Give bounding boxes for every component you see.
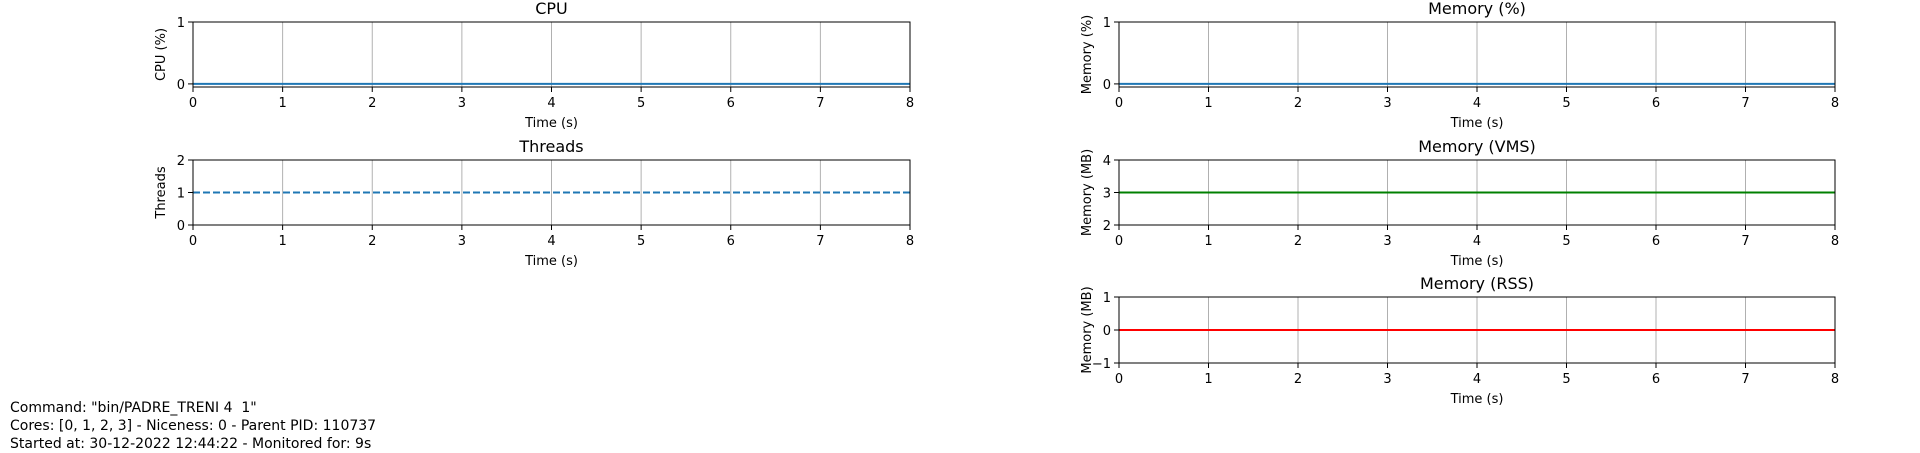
chart-panel: Memory (VMS) 0 1 2 3 4 5 6 7 8 2 3 4 Time (s) Memory (… — [1080, 137, 1839, 269]
x-tick-label: 4 — [1473, 96, 1481, 111]
y-axis-label: Memory (%) — [1080, 15, 1095, 95]
cores-text: Cores: [0, 1, 2, 3] - Niceness: 0 - Pare… — [10, 418, 377, 434]
plot-frame — [1118, 21, 1836, 88]
x-tick-label: 2 — [368, 96, 376, 111]
plot-frame — [1118, 159, 1836, 226]
y-tick-label: 0 — [177, 78, 185, 93]
chart-panel: Threads 0 1 2 3 4 5 6 7 8 0 1 2 Time (s) Threads — [154, 137, 914, 269]
y-tick-label: 3 — [1103, 187, 1111, 202]
y-tick-label: 1 — [177, 16, 185, 31]
y-tick-label: 0 — [1103, 78, 1111, 93]
x-tick-label: 4 — [547, 96, 555, 111]
y-tick-label: 1 — [177, 187, 185, 202]
y-tick-label: 0 — [1103, 324, 1111, 339]
x-tick-label: 3 — [1383, 234, 1391, 249]
x-tick-label: 5 — [1562, 96, 1570, 111]
x-tick-label: 1 — [278, 96, 286, 111]
x-tick-label: 2 — [1294, 234, 1302, 249]
y-tick-label: 1 — [1103, 291, 1111, 306]
x-tick-label: 3 — [1383, 96, 1391, 111]
x-axis-label: Time (s) — [524, 254, 578, 269]
plot-frame — [192, 21, 911, 88]
x-tick-label: 2 — [1294, 96, 1302, 111]
started-text: Started at: 30-12-2022 12:44:22 - Monito… — [10, 436, 372, 452]
x-tick-label: 8 — [906, 96, 914, 111]
y-axis-label: Memory (MB) — [1080, 149, 1095, 236]
x-tick-label: 8 — [1831, 372, 1839, 387]
chart-panel: CPU 0 1 2 3 4 5 6 7 8 0 1 Time (s) CPU (%) — [154, 0, 914, 131]
x-tick-label: 0 — [1115, 234, 1123, 249]
y-axis-label: Memory (MB) — [1080, 286, 1095, 373]
x-tick-label: 6 — [1652, 372, 1660, 387]
x-tick-label: 1 — [278, 234, 286, 249]
x-tick-label: 4 — [1473, 372, 1481, 387]
chart-panel: Memory (%) 0 1 2 3 4 5 6 7 8 0 1 Time (s) Memory (%) — [1080, 0, 1839, 131]
x-tick-label: 6 — [727, 96, 735, 111]
x-tick-label: 4 — [1473, 234, 1481, 249]
x-tick-label: 6 — [727, 234, 735, 249]
x-tick-label: 7 — [816, 234, 824, 249]
x-tick-label: 3 — [458, 234, 466, 249]
x-tick-label: 0 — [189, 234, 197, 249]
y-axis-label: CPU (%) — [154, 28, 169, 81]
x-tick-label: 8 — [906, 234, 914, 249]
x-tick-label: 7 — [1741, 96, 1749, 111]
x-tick-label: 7 — [816, 96, 824, 111]
y-tick-label: 2 — [177, 154, 185, 169]
plot-frame — [192, 159, 911, 226]
x-tick-label: 7 — [1741, 372, 1749, 387]
x-tick-label: 3 — [458, 96, 466, 111]
plot-frame — [1118, 296, 1836, 364]
x-tick-label: 1 — [1204, 372, 1212, 387]
x-tick-label: 2 — [1294, 372, 1302, 387]
x-tick-label: 6 — [1652, 234, 1660, 249]
x-tick-label: 7 — [1741, 234, 1749, 249]
x-tick-label: 5 — [1562, 234, 1570, 249]
chart-title: CPU — [535, 0, 568, 18]
x-axis-label: Time (s) — [1450, 116, 1504, 131]
x-tick-label: 0 — [189, 96, 197, 111]
x-axis-label: Time (s) — [1450, 254, 1504, 269]
command-text: Command: "bin/PADRE_TRENI 4 1" — [10, 400, 257, 416]
chart-title: Threads — [518, 137, 583, 156]
x-axis-label: Time (s) — [1450, 392, 1504, 407]
x-tick-label: 6 — [1652, 96, 1660, 111]
x-tick-label: 2 — [368, 234, 376, 249]
x-tick-label: 0 — [1115, 96, 1123, 111]
x-tick-label: 1 — [1204, 234, 1212, 249]
x-tick-label: 1 — [1204, 96, 1212, 111]
x-tick-label: 8 — [1831, 96, 1839, 111]
chart-title: Memory (VMS) — [1418, 137, 1536, 156]
chart-title: Memory (RSS) — [1420, 274, 1534, 293]
y-tick-label: 0 — [177, 219, 185, 234]
x-tick-label: 0 — [1115, 372, 1123, 387]
y-tick-label: 1 — [1103, 16, 1111, 31]
x-tick-label: 3 — [1383, 372, 1391, 387]
x-tick-label: 5 — [637, 234, 645, 249]
x-tick-label: 5 — [637, 96, 645, 111]
x-axis-label: Time (s) — [524, 116, 578, 131]
chart-panel: Memory (RSS) 0 1 2 3 4 5 6 7 8 −1 0 1 Time (s) Memory … — [1080, 274, 1839, 407]
y-tick-label: 4 — [1103, 154, 1111, 169]
y-tick-label: 2 — [1103, 219, 1111, 234]
x-tick-label: 4 — [547, 234, 555, 249]
x-tick-label: 8 — [1831, 234, 1839, 249]
y-axis-label: Threads — [154, 166, 169, 219]
y-tick-label: −1 — [1092, 357, 1111, 372]
chart-title: Memory (%) — [1428, 0, 1526, 18]
x-tick-label: 5 — [1562, 372, 1570, 387]
